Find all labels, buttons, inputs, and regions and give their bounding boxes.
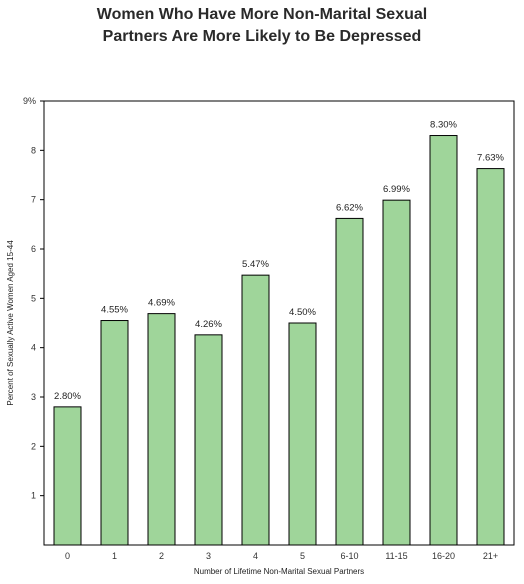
chart-title-line-2: Partners Are More Likely to Be Depressed xyxy=(102,28,422,45)
bar-data-label: 2.80% xyxy=(54,391,81,402)
plot-frame xyxy=(43,100,515,546)
bar xyxy=(147,313,176,546)
y-tick-label: 1 xyxy=(31,491,36,501)
y-tick-label: 3 xyxy=(31,392,36,402)
bar xyxy=(100,320,129,546)
y-axis-label: Percent of Sexually Active Women Aged 15… xyxy=(6,240,15,406)
bars-layer: 2.80% 4.55% 4.69% 4.26% 5.47% 4.50% 6.62% 6.99%… xyxy=(53,120,505,546)
bar-data-label: 6.62% xyxy=(336,202,363,213)
bar-data-label: 4.50% xyxy=(289,307,316,318)
y-tick-label: 9% xyxy=(23,96,36,106)
x-tick-label: 2 xyxy=(159,551,164,561)
bar-data-label: 7.63% xyxy=(477,153,504,164)
x-axis-label: Number of Lifetime Non-Marital Sexual Pa… xyxy=(194,567,364,576)
bar xyxy=(53,406,82,546)
bar-data-label: 5.47% xyxy=(242,259,269,270)
x-tick-label: 1 xyxy=(112,551,117,561)
x-tick-label: 6-10 xyxy=(340,551,358,561)
bar xyxy=(241,274,270,546)
x-tick-label: 5 xyxy=(300,551,305,561)
bar-data-label: 4.69% xyxy=(148,298,175,309)
y-tick-label: 6 xyxy=(31,244,36,254)
bar xyxy=(335,217,364,546)
bar xyxy=(429,135,458,546)
bar xyxy=(476,168,505,546)
x-tick-label: 3 xyxy=(206,551,211,561)
bar-data-label: 4.26% xyxy=(195,319,222,330)
y-tick-label: 4 xyxy=(31,343,36,353)
y-tick-label: 2 xyxy=(31,441,36,451)
x-tick-label: 16-20 xyxy=(432,551,455,561)
chart-title-line-1: Women Who Have More Non-Marital Sexual xyxy=(96,6,428,23)
chart-title: Women Who Have More Non-Marital Sexual P… xyxy=(0,4,524,48)
bar-data-label: 6.99% xyxy=(383,184,410,195)
bar-data-label: 8.30% xyxy=(430,120,457,131)
bar xyxy=(194,334,223,546)
y-tick-label: 8 xyxy=(31,145,36,155)
ticks-layer: 1 2 3 4 5 6 7 8 9% 0 1 2 3 4 5 6-10 11-15 16-20 21+ xyxy=(23,96,498,561)
y-tick-label: 7 xyxy=(31,195,36,205)
x-tick-label: 21+ xyxy=(483,551,498,561)
bar xyxy=(288,322,317,546)
x-tick-label: 11-15 xyxy=(385,551,407,561)
plot-border xyxy=(43,100,515,546)
bar xyxy=(382,199,411,546)
x-tick-label: 4 xyxy=(253,551,258,561)
y-tick-label: 5 xyxy=(31,293,36,303)
x-tick-label: 0 xyxy=(65,551,70,561)
bar-data-label: 4.55% xyxy=(101,305,128,316)
